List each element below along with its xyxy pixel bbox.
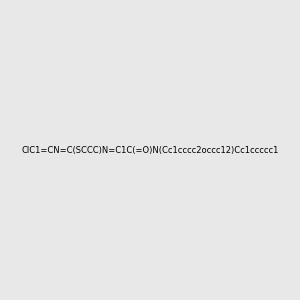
Text: ClC1=CN=C(SCCC)N=C1C(=O)N(Cc1cccc2occc12)Cc1ccccc1: ClC1=CN=C(SCCC)N=C1C(=O)N(Cc1cccc2occc12… xyxy=(21,146,279,154)
